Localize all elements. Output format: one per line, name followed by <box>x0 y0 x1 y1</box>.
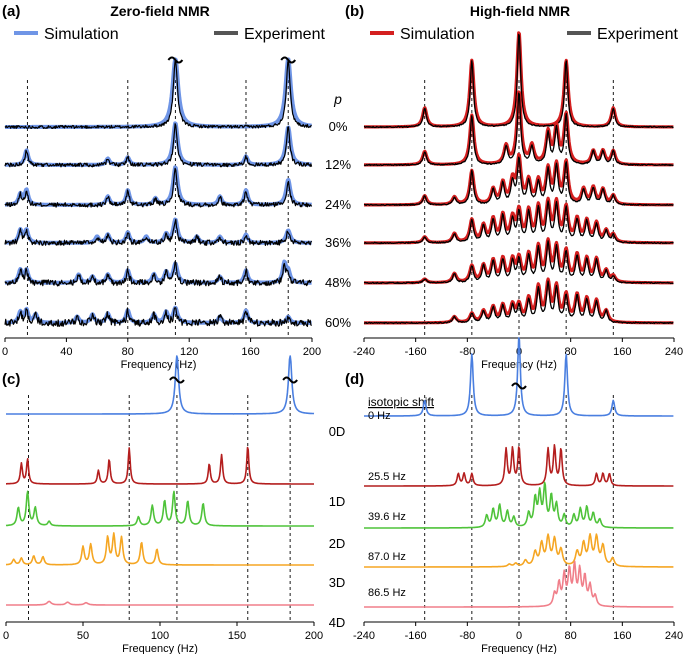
panel-b-exp-trace-60% <box>363 280 674 325</box>
panel-d-shift-0D: 0 Hz <box>368 410 391 422</box>
panel-c-label-3D: 3D <box>329 575 346 590</box>
panel-c-trace-0D <box>5 355 315 415</box>
panel-c-trace-2D <box>5 490 315 527</box>
panel-d-tick-label-4: 80 <box>565 630 577 642</box>
panel-c-tick-label-3: 150 <box>228 630 246 642</box>
panel-b-exp-trace-36% <box>363 200 674 245</box>
panel-a-exp-trace-0% <box>4 59 312 129</box>
panel-b-exp-trace-0% <box>363 33 674 129</box>
panel-d-tick-label-6: 240 <box>665 630 683 642</box>
panel-d-shift-1D: 25.5 Hz <box>368 471 406 483</box>
panel-a-sim-trace-36% <box>3 217 313 245</box>
panel-a-tick-label-5: 200 <box>303 346 321 358</box>
panel-d-trace-0D <box>363 337 674 417</box>
panel-a-title: Zero-field NMR <box>110 3 210 19</box>
panel-d-trace-2D <box>363 481 674 529</box>
panel-d-trace-1D <box>363 444 674 487</box>
panel-c-trace-4D <box>5 600 315 606</box>
panel-b-tick-label-5: 160 <box>613 346 631 358</box>
panel-b-exp-trace-48% <box>363 240 674 285</box>
panel-a-exp-trace-36% <box>4 218 313 246</box>
panel-c-trace-3D <box>5 532 315 566</box>
panel-b-exp-trace-12% <box>363 92 674 167</box>
panel-c-break-mark-1 <box>282 376 298 384</box>
panel-b-x-label: Frequency (Hz) <box>481 359 557 371</box>
panel-a-legend-sim: Simulation <box>44 26 119 43</box>
p-label-12%: 12% <box>325 157 351 172</box>
panel-b-sim-trace-12% <box>363 90 675 167</box>
panel-a-tick-label-2: 80 <box>122 346 134 358</box>
panel-a-tick-label-3: 120 <box>180 346 198 358</box>
panel-d-label: (d) <box>345 371 364 388</box>
panel-a-sim-trace-0% <box>3 57 313 129</box>
panel-d-x-label: Frequency (Hz) <box>481 643 557 654</box>
panel-c-tick-label-4: 200 <box>305 630 323 642</box>
panel-a-tick-label-1: 40 <box>60 346 72 358</box>
panel-d-tick-label-1: -160 <box>405 630 427 642</box>
plot-layer: 0 40 80 120 160 200 Frequency (Hz) 0% 12% 24% 36% 4… <box>2 31 683 654</box>
p-header: p <box>333 91 342 107</box>
p-label-48%: 48% <box>325 275 351 290</box>
panel-c-label-4D: 4D <box>329 615 346 630</box>
panel-c-break-mark-0 <box>169 376 185 384</box>
panel-c-tick-label-2: 100 <box>151 630 169 642</box>
panel-b-title: High-field NMR <box>470 3 570 19</box>
panel-d-tick-label-3: 0 <box>516 630 522 642</box>
p-label-0%: 0% <box>329 119 348 134</box>
panel-a-exp-trace-48% <box>4 261 313 287</box>
panel-c-tick-label-0: 0 <box>3 630 9 642</box>
panel-d-tick-label-5: 160 <box>613 630 631 642</box>
panel-b-tick-label-2: -80 <box>459 346 475 358</box>
panel-b-exp-trace-24% <box>363 156 674 207</box>
panel-a-tick-label-0: 0 <box>2 346 8 358</box>
panel-b-tick-label-6: 240 <box>665 346 683 358</box>
p-label-60%: 60% <box>325 315 351 330</box>
panel-b-label: (b) <box>345 3 364 20</box>
panel-a-break-mark-0 <box>167 56 184 64</box>
panel-c-x-label: Frequency (Hz) <box>122 643 198 654</box>
panel-c-label-1D: 1D <box>329 494 346 509</box>
panel-a-legend-exp: Experiment <box>244 26 325 43</box>
panel-b-tick-label-0: -240 <box>353 346 375 358</box>
panel-d-trace-3D <box>363 533 674 568</box>
panel-a-break-mark-1 <box>280 56 297 64</box>
panel-a-sim-trace-24% <box>3 165 313 207</box>
panel-c-label-2D: 2D <box>329 536 346 551</box>
panel-b-tick-label-3: 0 <box>516 346 522 358</box>
panel-b-tick-label-1: -160 <box>405 346 427 358</box>
panel-c-label: (c) <box>2 371 20 388</box>
panel-d-break-mark-0 <box>511 382 527 390</box>
panel-a-tick-label-4: 160 <box>241 346 259 358</box>
panel-a-sim-trace-48% <box>3 259 313 285</box>
panel-d-shift-2D: 39.6 Hz <box>368 511 406 523</box>
panel-a-exp-trace-12% <box>4 123 313 168</box>
p-label-24%: 24% <box>325 197 351 212</box>
panel-a-x-label: Frequency (Hz) <box>121 359 197 371</box>
panel-b-tick-label-4: 80 <box>565 346 577 358</box>
panel-a-exp-trace-60% <box>4 307 313 327</box>
panel-b-legend-exp: Experiment <box>597 26 678 43</box>
panel-c-tick-label-1: 50 <box>77 630 89 642</box>
panel-c-label-0D: 0D <box>329 424 346 439</box>
panel-d-trace-4D <box>363 560 674 608</box>
p-label-36%: 36% <box>325 235 351 250</box>
panel-d-tick-label-2: -80 <box>459 630 475 642</box>
panel-a-sim-trace-12% <box>3 121 313 167</box>
panel-a-label: (a) <box>2 3 20 20</box>
panel-c-trace-1D <box>5 446 315 485</box>
panel-a-exp-trace-24% <box>4 167 313 208</box>
isotopic-shift-header: isotopic shift <box>368 395 435 409</box>
panel-d-shift-4D: 86.5 Hz <box>368 587 406 599</box>
panel-d-tick-label-0: -240 <box>353 630 375 642</box>
panel-b-legend-sim: Simulation <box>400 26 475 43</box>
panel-d-shift-3D: 87.0 Hz <box>368 551 406 563</box>
